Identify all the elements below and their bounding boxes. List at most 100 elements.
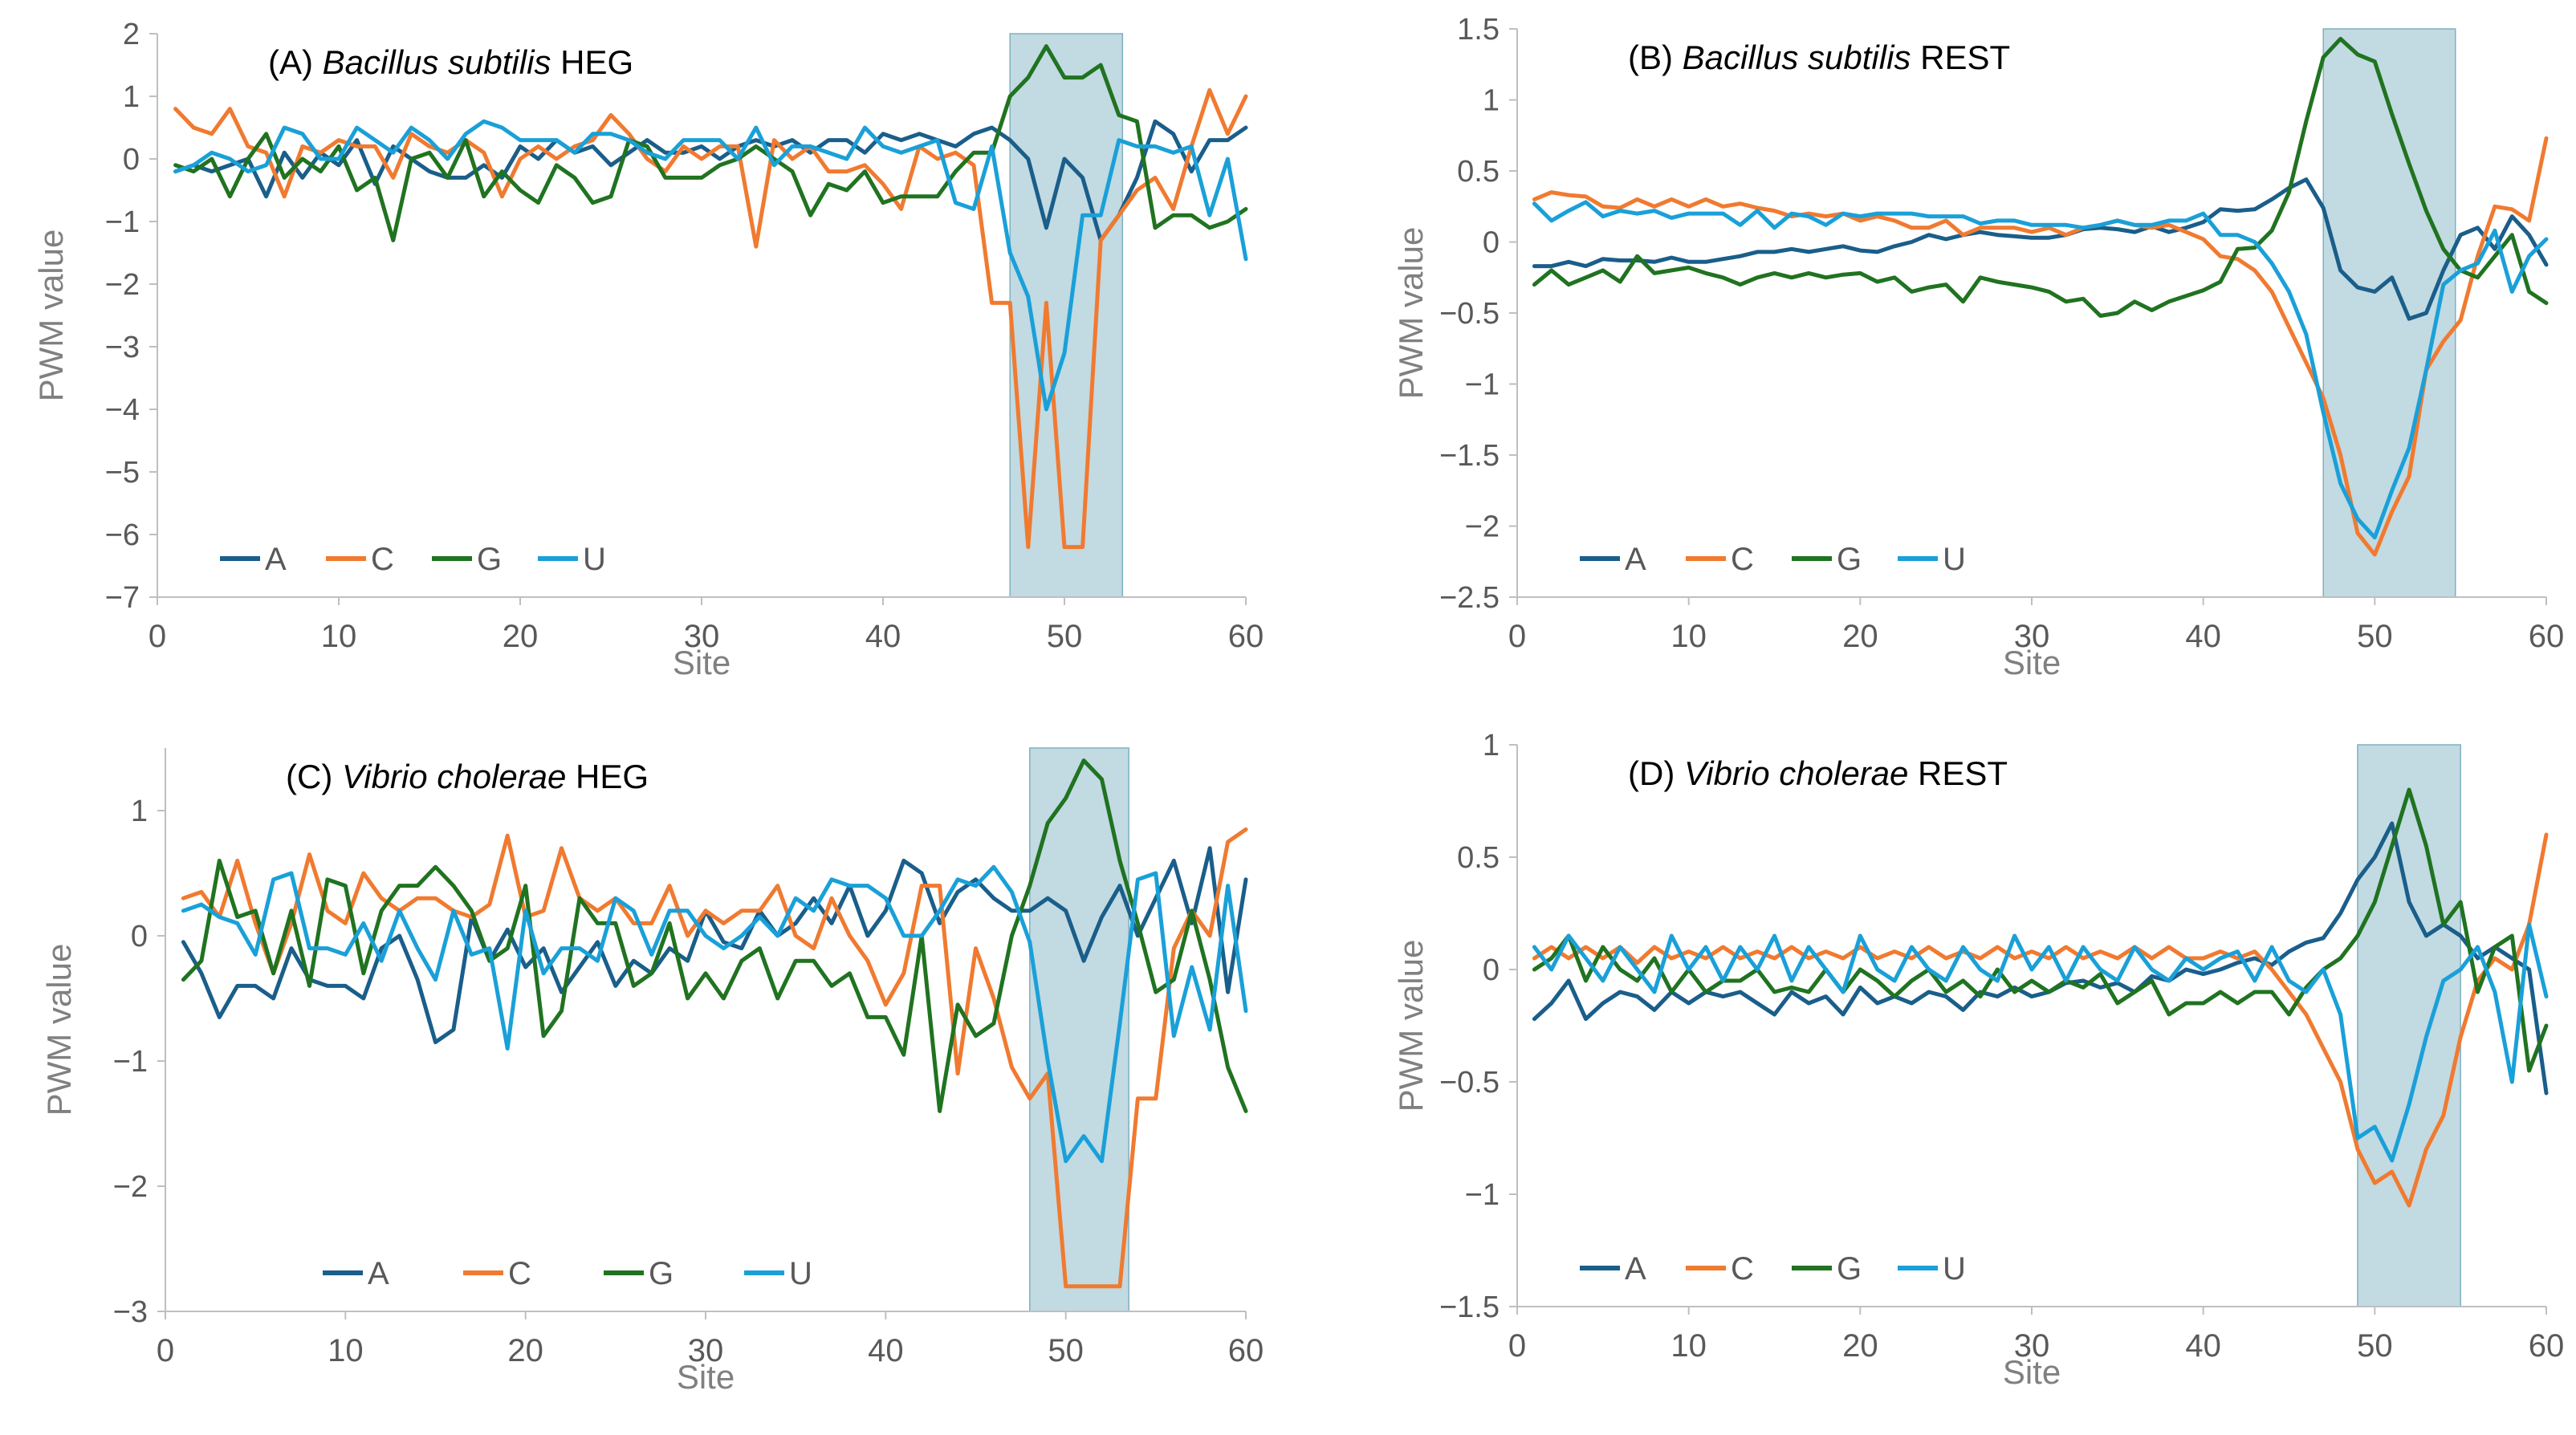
y-tick-label: 1 — [131, 795, 148, 828]
x-tick-label: 50 — [1048, 1333, 1084, 1368]
x-axis-title: Site — [677, 1358, 735, 1396]
legend-label: A — [265, 542, 287, 577]
x-tick-label: 30 — [688, 1333, 724, 1368]
legend-label: C — [1731, 542, 1754, 577]
panel-title-part: Bacillus subtilis — [1683, 39, 1911, 76]
y-axis-title: PWM value — [1392, 940, 1430, 1112]
series-line-a — [1532, 821, 2549, 1096]
y-tick-label: −1.5 — [1439, 439, 1500, 473]
y-tick-label: −6 — [105, 518, 140, 552]
x-tick-label: 50 — [2357, 619, 2393, 654]
highlight-region — [2357, 744, 2461, 1307]
x-tick-label: 50 — [2357, 1328, 2393, 1364]
y-tick-label: −2.5 — [1439, 581, 1500, 615]
panel-title-part: HEG — [566, 758, 649, 795]
x-tick-label: 40 — [2185, 1328, 2221, 1364]
panel-title-part: (C) — [286, 758, 342, 795]
y-tick-label: −3 — [113, 1295, 148, 1329]
series-line-c — [1532, 832, 2549, 1208]
x-tick-label: 0 — [1508, 619, 1526, 654]
legend-label: A — [1625, 1251, 1646, 1287]
y-tick-label: 1.5 — [1457, 13, 1500, 47]
panel-title-part: REST — [1908, 754, 2008, 792]
x-tick-label: 40 — [865, 619, 901, 654]
series-line-g — [1532, 36, 2549, 318]
legend-label: U — [789, 1256, 812, 1291]
panel-title-part: (A) — [268, 43, 323, 81]
y-tick-label: −2 — [113, 1170, 148, 1204]
x-tick-label: 20 — [1842, 619, 1878, 654]
series-line-u — [181, 864, 1248, 1164]
panel-b: −2.5 −2 −1.5 −1 −0.5 0 0.5 1 1.5 0 10 20 30 40 50 60 Sit… — [1392, 13, 2564, 681]
panel-title: (B) Bacillus subtilis REST — [1628, 39, 2010, 76]
panel-title: (C) Vibrio cholerae HEG — [286, 758, 649, 795]
x-axis-title: Site — [2003, 644, 2061, 681]
legend-label: C — [371, 542, 394, 577]
x-axis-title: Site — [673, 644, 730, 681]
highlight-region — [2322, 28, 2456, 598]
panel-title-part: HEG — [551, 43, 633, 81]
y-tick-label: −2 — [105, 268, 140, 302]
x-tick-label: 60 — [2529, 1328, 2565, 1364]
panel-title-part: (D) — [1628, 754, 1684, 792]
x-tick-label: 20 — [1842, 1328, 1878, 1364]
y-axis-title: PWM value — [32, 230, 70, 402]
x-tick-label: 10 — [1671, 619, 1707, 654]
x-tick-label: 20 — [503, 619, 539, 654]
y-tick-label: −1 — [1465, 368, 1500, 402]
legend-label: C — [508, 1256, 531, 1291]
series-line-c — [181, 827, 1248, 1289]
panel-title-part: (B) — [1628, 39, 1683, 76]
y-tick-label: −3 — [105, 331, 140, 364]
y-tick-label: −1 — [113, 1045, 148, 1079]
panel-title-part: Bacillus subtilis — [323, 43, 551, 81]
y-tick-label: 1 — [123, 80, 140, 114]
legend-label: A — [368, 1256, 389, 1291]
series-line-g — [181, 758, 1248, 1113]
series-line-u — [173, 119, 1248, 412]
highlight-region — [1009, 33, 1124, 598]
x-tick-label: 0 — [157, 1333, 174, 1368]
series-line-g — [1532, 787, 2549, 1073]
y-tick-label: 0 — [131, 920, 148, 953]
panel-title-part: REST — [1911, 39, 2010, 76]
x-tick-label: 30 — [2014, 619, 2050, 654]
y-tick-label: −1 — [105, 205, 140, 239]
y-tick-label: 2 — [123, 18, 140, 51]
x-tick-label: 10 — [328, 1333, 364, 1368]
legend-label: G — [649, 1256, 674, 1291]
y-tick-label: −4 — [105, 393, 140, 427]
y-axis-title: PWM value — [40, 944, 78, 1116]
y-tick-label: 0 — [123, 143, 140, 177]
panel-title: (A) Bacillus subtilis HEG — [268, 43, 633, 81]
series-line-a — [181, 846, 1248, 1045]
legend-label: C — [1731, 1251, 1754, 1287]
x-tick-label: 10 — [1671, 1328, 1707, 1364]
y-tick-label: 0 — [1483, 226, 1500, 260]
x-tick-label: 40 — [868, 1333, 904, 1368]
series-line-c — [1532, 136, 2549, 557]
x-tick-label: 0 — [149, 619, 166, 654]
x-tick-label: 10 — [321, 619, 357, 654]
panel-title-part: Vibrio cholerae — [1684, 754, 1908, 792]
legend-label: G — [1837, 1251, 1862, 1287]
panel-title: (D) Vibrio cholerae REST — [1628, 754, 2008, 792]
series-line-g — [173, 44, 1248, 242]
y-tick-label: −5 — [105, 456, 140, 490]
x-tick-label: 30 — [2014, 1328, 2050, 1364]
series-line-u — [1532, 922, 2549, 1163]
y-tick-label: 1 — [1483, 84, 1500, 118]
legend-label: G — [1837, 542, 1862, 577]
series-line-c — [173, 87, 1248, 550]
series-line-a — [1532, 177, 2549, 321]
y-tick-label: −2 — [1465, 510, 1500, 544]
y-tick-label: −7 — [105, 581, 140, 615]
panel-title-part: Vibrio cholerae — [342, 758, 566, 795]
legend-label: A — [1625, 542, 1646, 577]
legend-label: U — [1943, 542, 1966, 577]
x-tick-label: 60 — [2529, 619, 2565, 654]
x-tick-label: 40 — [2185, 619, 2221, 654]
